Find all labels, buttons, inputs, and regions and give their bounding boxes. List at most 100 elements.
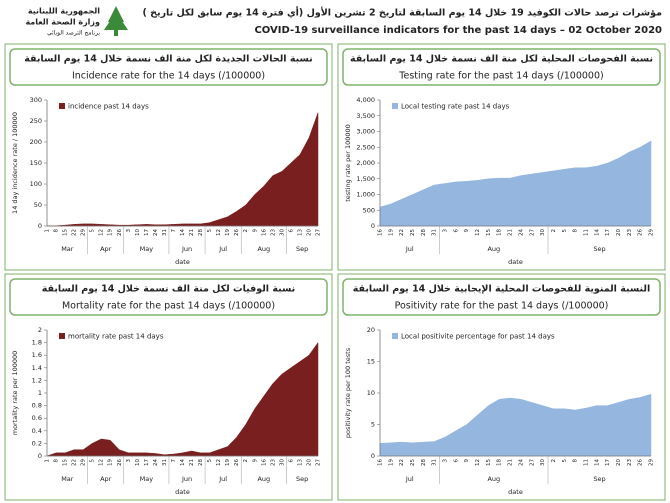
y-tick-label: 0 <box>371 222 375 230</box>
x-tick-label: 23 <box>627 229 633 236</box>
chart-panel: نسبة الوفيات لكل منة الف نسمة خلال 14 يو… <box>4 273 333 501</box>
chart-title: Incidence rate for the 14 days (/100000) <box>72 71 265 82</box>
logo: الجمهورية اللبنانية وزارة الصحة العامة ب… <box>25 6 128 37</box>
x-tick-label: 17 <box>605 229 611 236</box>
chart-title: Mortality rate for the past 14 days (/10… <box>62 301 275 312</box>
logo-line: الجمهورية اللبنانية <box>28 7 100 16</box>
x-tick-label: 15 <box>486 229 492 236</box>
x-tick-label: 19 <box>108 229 114 236</box>
x-tick-label: 22 <box>399 229 405 236</box>
cedar-trunk <box>114 30 118 36</box>
x-tick-label: 24 <box>518 459 524 466</box>
chart-panel: نسبة الحالات الجديدة لكل منة الف نسمة خل… <box>4 43 333 271</box>
x-group-label: Aug <box>257 245 270 253</box>
y-tick-label: 1,000 <box>356 191 375 199</box>
x-tick-label: 5 <box>90 459 96 463</box>
x-tick-label: 8 <box>573 229 579 233</box>
x-tick-label: 5 <box>207 229 213 233</box>
chart-title: Positivity rate for the past 14 days (/1… <box>395 301 609 312</box>
x-group-label: May <box>140 475 154 483</box>
x-tick-label: 28 <box>421 459 427 466</box>
y-tick-label: 10 <box>367 389 375 397</box>
x-tick-label: 5 <box>207 459 213 463</box>
x-tick-label: 26 <box>117 459 123 466</box>
x-tick-label: 22 <box>72 229 78 236</box>
x-group-label: Aug <box>257 475 270 483</box>
x-group-label: Mar <box>61 475 74 483</box>
x-tick-label: 2 <box>243 229 249 233</box>
x-tick-label: 9 <box>464 229 470 233</box>
y-tick-label: 0 <box>38 452 42 460</box>
x-tick-label: 20 <box>616 459 622 466</box>
x-tick-label: 5 <box>562 459 568 463</box>
x-tick-label: 18 <box>497 229 503 236</box>
x-tick-label: 26 <box>638 459 644 466</box>
x-tick-label: 19 <box>108 459 114 466</box>
x-tick-label: 9 <box>252 229 258 233</box>
y-tick-label: 5 <box>371 421 375 429</box>
y-axis-label: 14 day incidence rate / 100000 <box>11 112 19 214</box>
x-tick-label: 29 <box>81 229 87 236</box>
x-tick-label: 12 <box>99 459 105 466</box>
x-tick-label: 8 <box>573 459 579 463</box>
x-tick-label: 16 <box>378 459 384 466</box>
x-tick-label: 14 <box>180 459 186 466</box>
x-tick-label: 13 <box>297 229 303 236</box>
x-tick-label: 31 <box>162 459 168 466</box>
x-tick-label: 21 <box>189 229 195 236</box>
x-tick-label: 30 <box>540 229 546 236</box>
chart-panel: النسبة المنوية للفحوصات المحلية الإيجابي… <box>337 273 666 501</box>
area <box>379 140 652 227</box>
x-group-label: May <box>140 245 154 253</box>
x-tick-label: 12 <box>99 229 105 236</box>
title-box <box>9 48 328 86</box>
x-tick-label: 31 <box>432 459 438 466</box>
y-tick-label: 1.6 <box>32 351 42 359</box>
chart-panel: نسبة الفحوصات المحلية لكل منة الف نسمة خ… <box>337 43 666 271</box>
x-tick-label: 25 <box>410 229 416 236</box>
x-axis-label: date <box>508 258 523 266</box>
x-tick-label: 14 <box>594 229 600 236</box>
title-box <box>342 48 661 86</box>
x-tick-label: 15 <box>486 459 492 466</box>
x-group-label: Jun <box>181 245 192 253</box>
legend-swatch <box>392 103 398 109</box>
x-tick-label: 20 <box>306 229 312 236</box>
y-tick-label: 4,000 <box>356 96 375 104</box>
x-tick-label: 20 <box>616 229 622 236</box>
x-group-label: Jul <box>218 475 227 483</box>
y-tick-label: 20 <box>367 326 375 334</box>
x-tick-label: 22 <box>399 459 405 466</box>
x-axis-label: date <box>175 258 190 266</box>
x-tick-label: 27 <box>529 229 535 236</box>
x-tick-label: 17 <box>144 459 150 466</box>
x-tick-label: 27 <box>529 459 535 466</box>
y-tick-label: 3,500 <box>356 112 375 120</box>
cedar-icon <box>104 6 128 30</box>
x-tick-label: 30 <box>279 229 285 236</box>
y-tick-label: 150 <box>30 159 42 167</box>
x-tick-label: 11 <box>583 459 589 466</box>
x-tick-label: 6 <box>288 229 294 233</box>
x-tick-label: 24 <box>153 229 159 236</box>
logo-line: برنامج الترصد الوبائي <box>47 30 100 37</box>
x-tick-label: 11 <box>583 229 589 236</box>
x-group-label: Jul <box>405 475 414 483</box>
x-tick-label: 30 <box>540 459 546 466</box>
y-axis-label: testing rate per 100000 <box>344 124 352 202</box>
area <box>46 112 319 227</box>
legend-swatch <box>59 333 65 339</box>
x-group-label: Apr <box>100 475 112 483</box>
x-tick-label: 15 <box>63 459 69 466</box>
chart-title-ar: نسبة الفحوصات المحلية لكل منة الف نسمة خ… <box>350 54 653 65</box>
x-tick-label: 3 <box>443 459 449 463</box>
x-tick-label: 30 <box>279 459 285 466</box>
y-tick-label: 250 <box>30 117 42 125</box>
y-tick-label: 0 <box>38 222 42 230</box>
x-tick-label: 2 <box>551 229 557 233</box>
y-tick-label: 300 <box>30 96 42 104</box>
x-tick-label: 9 <box>252 459 258 463</box>
x-tick-label: 6 <box>453 459 459 463</box>
y-tick-label: 2,500 <box>356 143 375 151</box>
